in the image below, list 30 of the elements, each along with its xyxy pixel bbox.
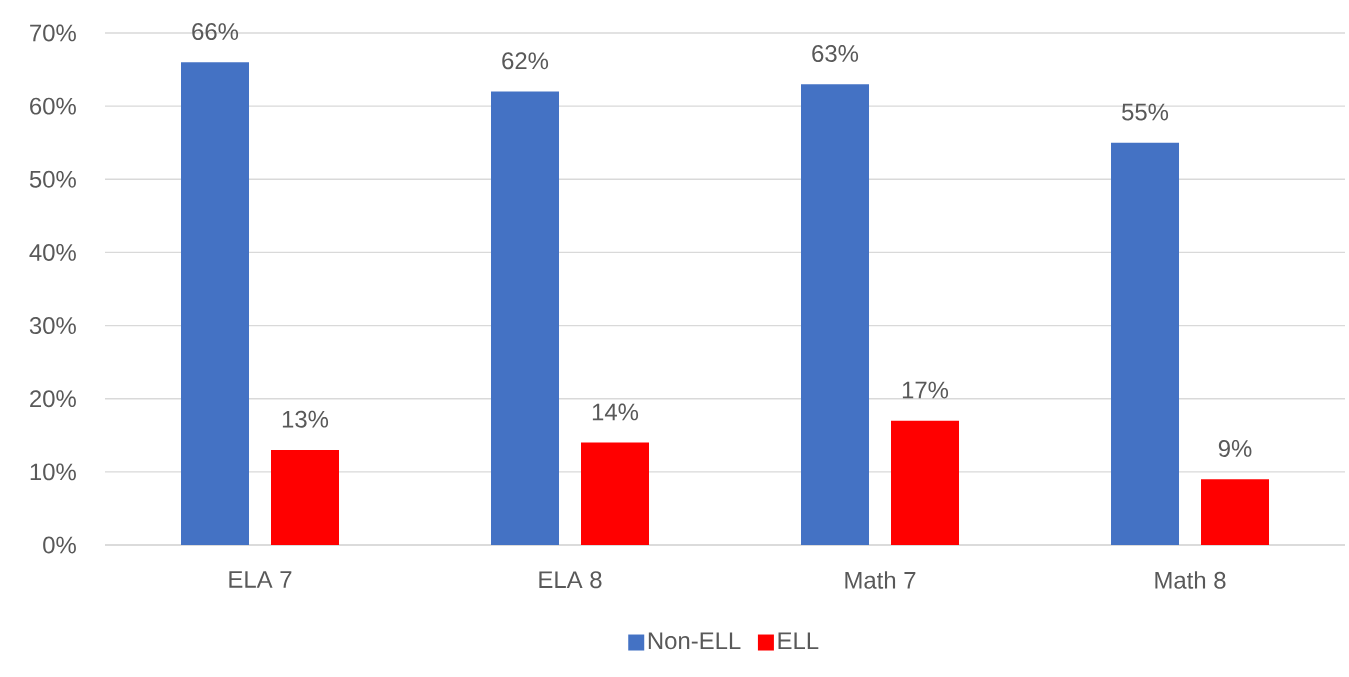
- data-label: 62%: [502, 52, 549, 70]
- x-tick-label: Math 8: [1155, 571, 1226, 589]
- data-label: 66%: [192, 23, 239, 41]
- bar: [1111, 142, 1180, 545]
- data-label: 63%: [812, 45, 859, 62]
- legend-label: Non-ELL: [648, 632, 741, 650]
- y-tick-label: 10%: [30, 463, 76, 481]
- y-tick-label: 20%: [30, 390, 76, 408]
- bar: [1201, 479, 1270, 545]
- x-tick-label: ELA 8: [539, 571, 602, 589]
- bar: [801, 84, 870, 545]
- bar: [181, 62, 249, 545]
- bar: [581, 442, 650, 545]
- y-tick-label: 0%: [43, 536, 76, 554]
- bar: [891, 420, 960, 545]
- x-tick-label: Math 7: [845, 571, 916, 589]
- data-label: 13%: [282, 410, 329, 428]
- bar: [491, 91, 560, 545]
- legend-label: ELL: [778, 632, 819, 649]
- data-label: 9%: [1218, 439, 1252, 457]
- data-label: 17%: [902, 381, 949, 399]
- y-tick-label: 70%: [30, 24, 76, 42]
- data-label: 14%: [592, 403, 639, 421]
- data-label: 55%: [1122, 103, 1169, 121]
- bar: [271, 449, 339, 545]
- y-tick-label: 50%: [29, 170, 76, 188]
- y-tick-label: 30%: [29, 317, 76, 335]
- y-tick-label: 40%: [29, 243, 76, 261]
- y-tick-label: 60%: [30, 97, 76, 115]
- x-tick-label: ELA 7: [229, 571, 292, 588]
